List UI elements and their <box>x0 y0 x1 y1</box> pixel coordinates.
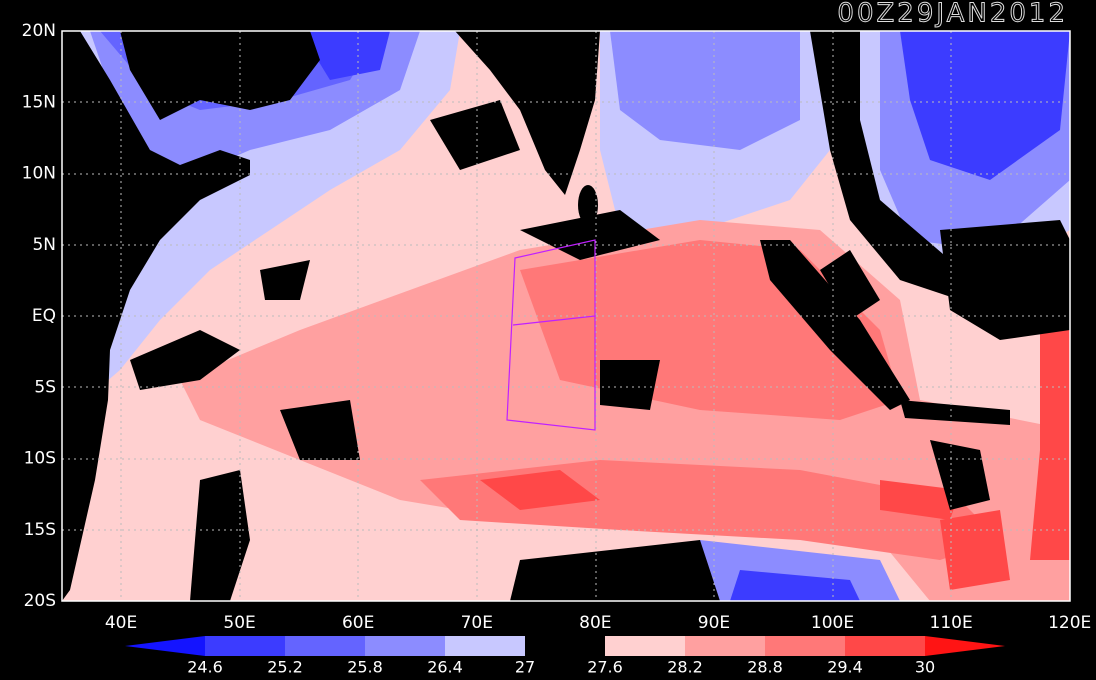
title: 00Z29JAN2012 <box>837 0 1068 29</box>
colorbar-segment <box>445 636 525 656</box>
colorbar-segment <box>205 636 285 656</box>
lon-label: 40E <box>105 613 137 633</box>
lon-label: 60E <box>342 613 374 633</box>
colorbar-arrow <box>125 636 205 656</box>
lon-label: 100E <box>811 613 854 633</box>
lat-label: 15N <box>22 92 56 112</box>
colorbar-label: 30 <box>915 658 935 677</box>
colorbar-label: 26.4 <box>427 658 463 677</box>
lat-label: 10N <box>22 164 56 184</box>
lon-label: 110E <box>930 613 973 633</box>
lon-label: 80E <box>579 613 611 633</box>
grid <box>62 31 1070 601</box>
colorbar-arrow <box>925 636 1005 656</box>
colorbar-label: 29.4 <box>827 658 863 677</box>
colorbar-segment <box>765 636 845 656</box>
colorbar-segment <box>845 636 925 656</box>
colorbar-segment <box>605 636 685 656</box>
lon-label: 120E <box>1048 613 1091 633</box>
colorbar-label: 25.8 <box>347 658 383 677</box>
lat-label: 5S <box>34 377 56 397</box>
lat-label: EQ <box>32 306 56 326</box>
axis-labels: 20N 15N 10N 5N EQ 5S 10S 15S 20S 40E 50E 60E 70E 80E 9… <box>22 21 1092 633</box>
region-box <box>506 239 596 431</box>
lon-label: 50E <box>223 613 255 633</box>
lat-label: 20N <box>22 21 56 41</box>
colorbar-label: 28.2 <box>667 658 703 677</box>
lat-label: 15S <box>24 520 56 540</box>
colorbar-label: 27 <box>515 658 535 677</box>
colorbar-segment <box>685 636 765 656</box>
colorbar-segment <box>365 636 445 656</box>
lat-label: 10S <box>24 449 56 469</box>
lat-label: 5N <box>32 235 56 255</box>
colorbar-label: 28.8 <box>747 658 783 677</box>
colorbar-segment <box>285 636 365 656</box>
colorbar-segment <box>525 636 605 656</box>
map-frame <box>61 30 1071 602</box>
lon-label: 70E <box>461 613 493 633</box>
sst-field <box>62 31 1070 601</box>
colorbar-label: 25.2 <box>267 658 303 677</box>
lat-label: 20S <box>24 591 56 611</box>
colorbar-label: 27.6 <box>587 658 623 677</box>
colorbar: 24.6 25.2 25.8 26.4 27 27.6 28.2 28.8 29.4 30 <box>125 636 1005 677</box>
lon-label: 90E <box>698 613 730 633</box>
colorbar-label: 24.6 <box>187 658 223 677</box>
